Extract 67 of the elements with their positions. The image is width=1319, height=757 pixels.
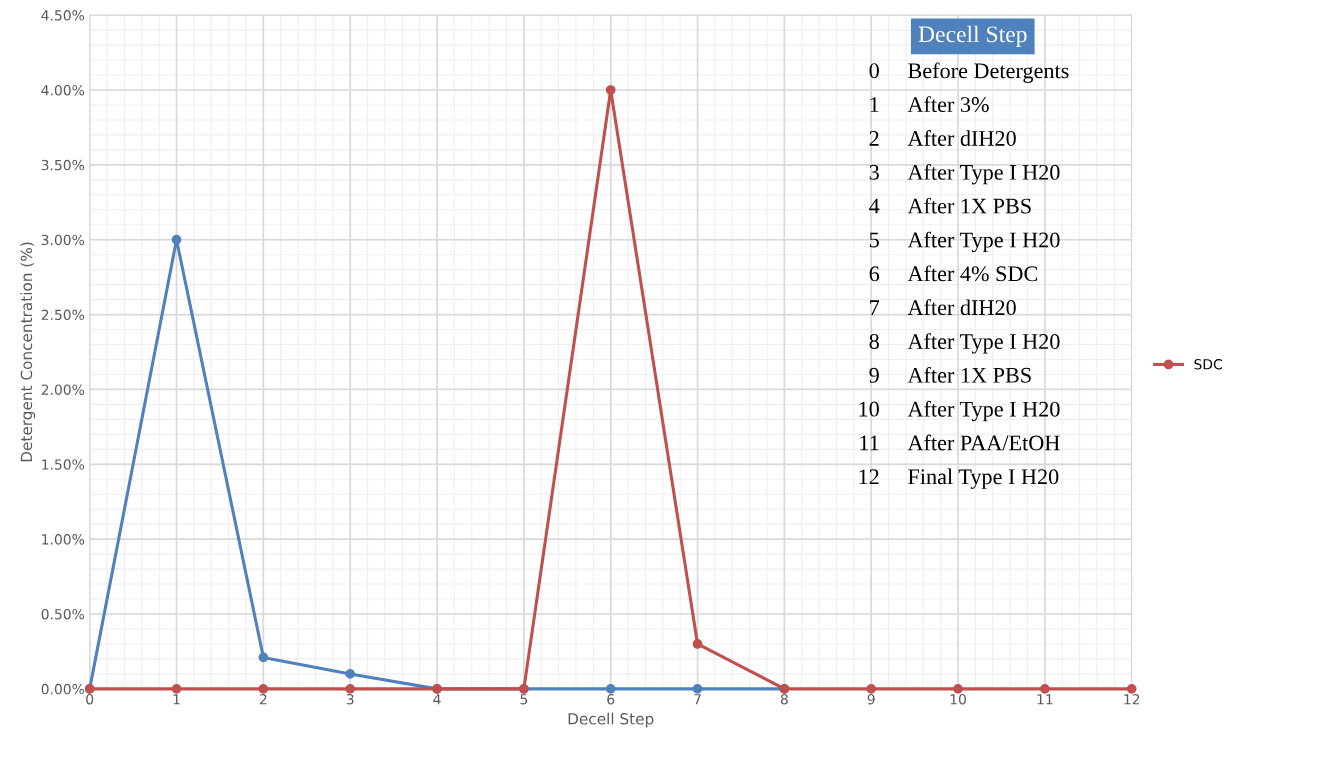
point: [258, 684, 269, 694]
annotation: 0: [869, 63, 879, 79]
annotation: Before Detergents: [908, 62, 1069, 83]
x-tick-label: 4: [433, 694, 441, 705]
point: [953, 684, 963, 694]
annotation: 3: [869, 164, 879, 180]
annotation: 1: [870, 97, 879, 112]
annotation: After dIH20: [907, 299, 1016, 316]
x-tick-label: 6: [607, 693, 615, 705]
point: [258, 652, 269, 663]
annotation: After Type I H20: [907, 163, 1060, 185]
point: [605, 85, 616, 95]
point: [1126, 684, 1137, 694]
x-tick-label: 3: [346, 693, 354, 705]
y-tick-label: 2.50%: [41, 309, 85, 321]
x-tick-label: 9: [867, 693, 875, 705]
x-axis-title: Decell Step: [568, 712, 654, 728]
y-tick-label: 1.50%: [42, 459, 85, 470]
y-axis-title: Detergent Concentration (%): [20, 242, 36, 462]
annotation: 7: [870, 300, 880, 315]
point: [345, 669, 356, 679]
annotation: Final Type I H20: [908, 468, 1059, 489]
y-tick-label: 0.00%: [41, 683, 85, 695]
y-tick-label: 3.00%: [41, 234, 85, 246]
point: [171, 234, 182, 245]
x-tick-label: 7: [694, 694, 701, 705]
point: [345, 684, 356, 694]
point: [692, 639, 703, 649]
point: [692, 684, 703, 694]
annotation: After Type I H20: [907, 231, 1060, 253]
annotation: 12: [859, 469, 879, 485]
point: [866, 684, 877, 694]
y-tick-label: 4.00%: [41, 84, 85, 96]
annotation: 2: [869, 130, 879, 146]
annotation: After PAA/EtOH: [907, 434, 1060, 451]
annotation: After Type I H20: [907, 333, 1060, 354]
point: [1040, 684, 1050, 694]
annotation: After 1X PBS: [907, 197, 1031, 214]
annotation: After Type I H20: [907, 400, 1060, 422]
x-tick-label: 10: [950, 693, 966, 705]
y-tick-label: 3.50%: [41, 159, 85, 171]
annotation: 6: [869, 266, 880, 282]
annotation: After 4% SDC: [907, 265, 1038, 282]
annotation: After 1X PBS: [907, 366, 1031, 383]
y-tick-label: 1.00%: [42, 534, 85, 545]
annotation: After dIH20: [907, 130, 1016, 146]
x-tick-label: 1: [173, 694, 180, 705]
annotation: 9: [869, 367, 879, 383]
annotation: Decell Step: [918, 25, 1027, 48]
y-tick-label: 4.50%: [41, 10, 85, 21]
annotation: 4: [869, 198, 880, 214]
point: [171, 684, 182, 694]
annotation: 10: [859, 401, 879, 417]
annotation: 5: [869, 232, 879, 248]
x-tick-label: 5: [520, 694, 528, 705]
y-tick-label: 0.50%: [41, 608, 85, 620]
annotation: After 3%: [907, 96, 989, 113]
annotation: 8: [869, 333, 879, 349]
x-tick-label: 0: [86, 693, 94, 705]
x-tick-label: 2: [259, 693, 267, 705]
point: [605, 684, 616, 694]
annotation: 11: [860, 435, 879, 451]
legend-label: SDC: [1194, 359, 1222, 370]
x-tick-label: 12: [1124, 693, 1140, 705]
x-tick-label: 11: [1037, 694, 1053, 705]
y-tick-label: 2.00%: [41, 384, 85, 395]
x-tick-label: 8: [780, 693, 788, 705]
